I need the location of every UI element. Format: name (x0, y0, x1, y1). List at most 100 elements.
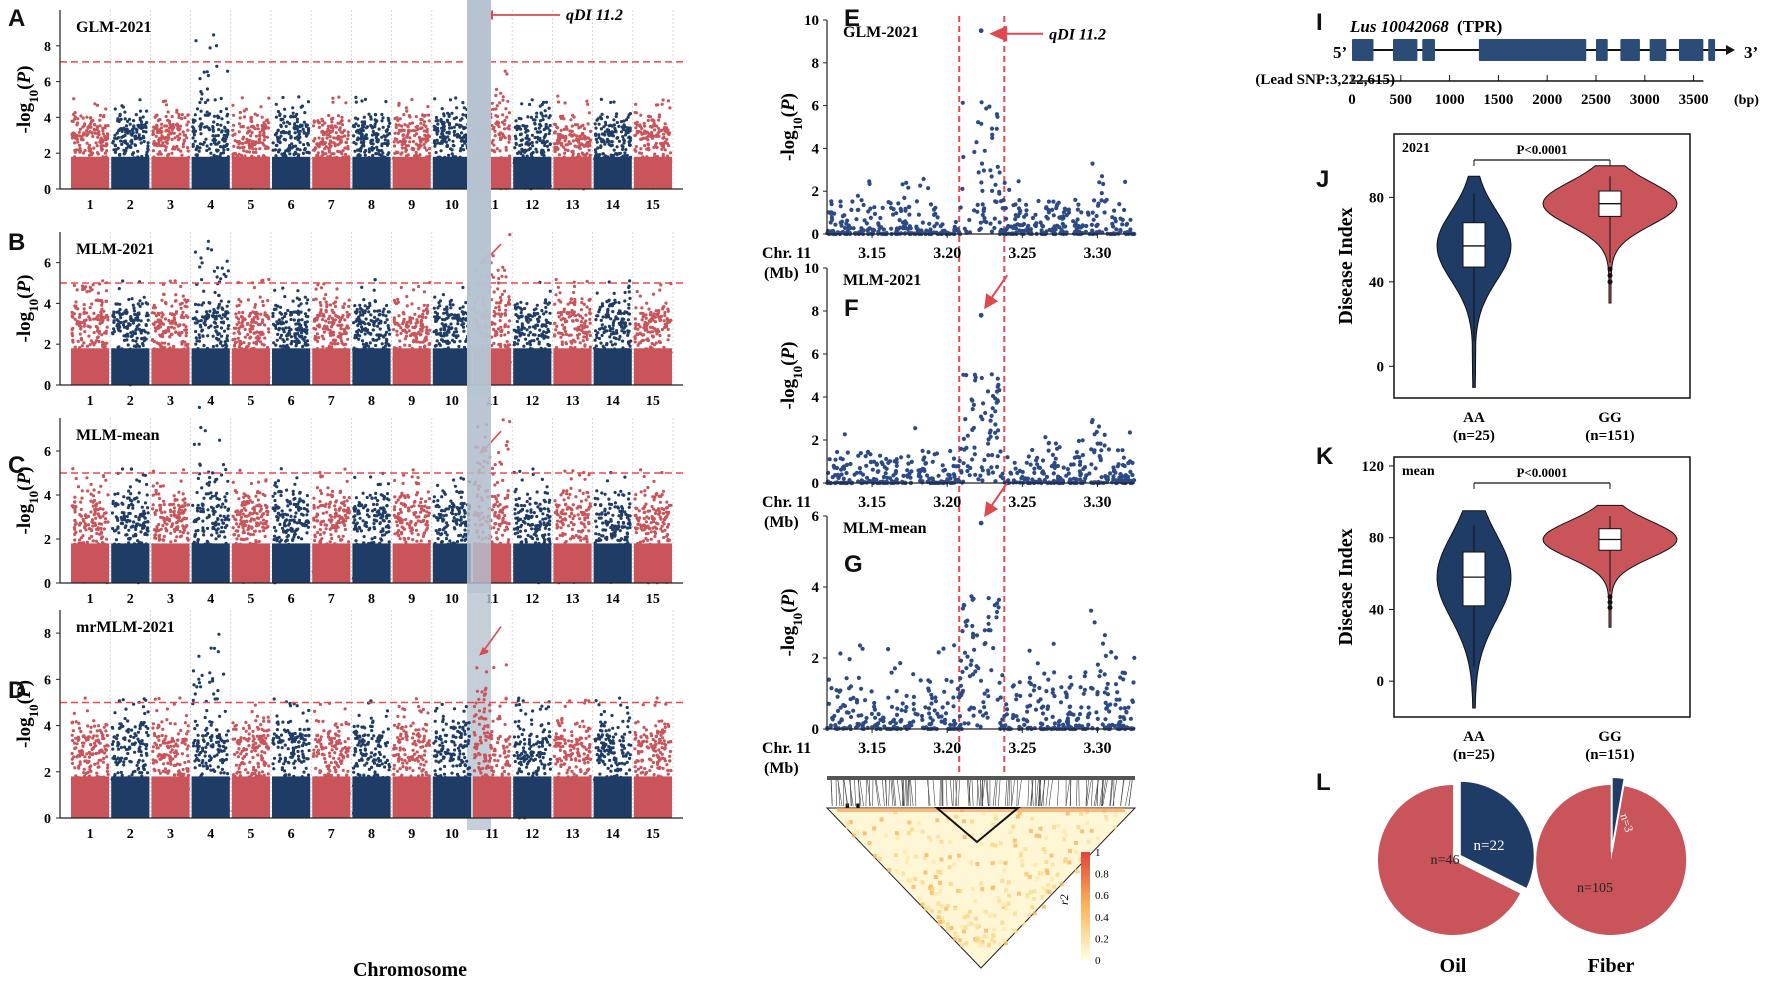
snp-point (333, 144, 337, 148)
snp-point (556, 132, 560, 136)
snp-point (426, 303, 430, 308)
snp-point (528, 340, 532, 344)
snp-point (464, 301, 468, 305)
snp-point (363, 153, 367, 157)
snp-point (369, 332, 373, 336)
snp-point (176, 124, 180, 128)
snp-point (558, 291, 562, 295)
snp-point (70, 331, 74, 335)
snp-point (132, 318, 136, 323)
snp-point (143, 330, 147, 334)
snp-point (144, 130, 148, 134)
snp-point (399, 129, 403, 133)
manhattan-y-axis-label-p: P (14, 281, 35, 294)
snp-point (620, 144, 624, 148)
snp-point (261, 299, 265, 304)
snp-point (132, 119, 136, 123)
snp-point (583, 343, 587, 347)
snp-point (101, 129, 105, 133)
chromosome-2-points (111, 98, 150, 189)
snp-point (271, 314, 275, 318)
snp-point (663, 122, 667, 126)
snp-point (525, 328, 529, 332)
snp-point (224, 107, 229, 111)
snp-point (240, 315, 244, 319)
snp-point (225, 317, 230, 321)
snp-point (317, 336, 321, 340)
snp-point (181, 339, 185, 343)
snp-point (440, 132, 444, 136)
snp-point (198, 142, 202, 146)
snp-point (544, 133, 548, 137)
snp-point (597, 336, 602, 341)
snp-point (666, 99, 671, 103)
snp-point (447, 153, 451, 157)
snp-point (81, 287, 85, 292)
snp-point (544, 310, 548, 314)
snp-point (432, 128, 437, 132)
y-tick-label: 0 (44, 183, 51, 198)
snp-point (315, 339, 320, 343)
snp-point (297, 339, 301, 344)
snp-point (560, 340, 564, 344)
snp-point (564, 342, 569, 346)
snp-point (88, 143, 92, 147)
snp-point (585, 152, 589, 156)
snp-point (250, 140, 255, 144)
snp-point (597, 133, 601, 137)
snp-point (291, 144, 296, 149)
chromosome-tick-label: 12 (525, 198, 539, 213)
snp-point (75, 319, 79, 323)
snp-point (197, 149, 201, 153)
snp-point (359, 137, 363, 141)
snp-point (196, 319, 200, 323)
snp-point (497, 276, 501, 281)
snp-point (595, 291, 599, 295)
snp-point (304, 134, 308, 138)
snp-point (397, 101, 401, 105)
chromosome-9-points (392, 281, 432, 385)
snp-point (304, 123, 308, 127)
snp-point (647, 114, 651, 118)
snp-point (654, 143, 658, 147)
snp-point (613, 300, 618, 304)
snp-point (276, 128, 280, 132)
snp-point (291, 111, 295, 115)
snp-point (366, 344, 370, 348)
snp-point (204, 310, 209, 314)
snp-point (176, 134, 180, 138)
snp-point (580, 132, 584, 136)
snp-point (523, 148, 528, 152)
snp-point (198, 323, 202, 327)
snp-point (623, 154, 627, 158)
snp-point (138, 109, 143, 113)
snp-point (385, 318, 389, 322)
snp-point (536, 323, 540, 328)
snp-point (91, 151, 95, 155)
snp-point (305, 301, 309, 305)
snp-point (237, 140, 241, 144)
snp-point (211, 125, 215, 129)
snp-point (353, 304, 357, 308)
snp-point (244, 107, 248, 111)
snp-point (145, 109, 149, 113)
snp-point (298, 135, 302, 139)
snp-point (516, 325, 520, 329)
snp-point (421, 326, 425, 330)
snp-point (336, 134, 340, 138)
snp-point (502, 127, 507, 131)
snp-point (307, 308, 311, 312)
snp-point (422, 345, 427, 349)
snp-point (134, 113, 138, 117)
snp-point (166, 110, 170, 114)
snp-point (422, 142, 426, 146)
snp-point (207, 128, 212, 132)
snp-point (502, 134, 506, 138)
snp-point (87, 334, 91, 338)
snp-point (571, 149, 575, 153)
snp-point (634, 145, 638, 149)
snp-point (71, 315, 75, 319)
snp-point (440, 139, 444, 143)
snp-point (170, 151, 174, 155)
